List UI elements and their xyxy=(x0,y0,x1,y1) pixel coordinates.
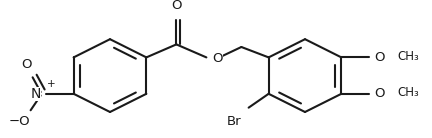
Text: N: N xyxy=(30,87,41,101)
Text: O: O xyxy=(213,52,223,65)
Text: CH₃: CH₃ xyxy=(397,50,419,63)
Text: O: O xyxy=(375,51,385,64)
Text: O: O xyxy=(21,58,32,71)
Text: +: + xyxy=(47,79,55,89)
Text: O: O xyxy=(375,87,385,100)
Text: Br: Br xyxy=(227,115,241,128)
Text: CH₃: CH₃ xyxy=(397,86,419,99)
Text: −O: −O xyxy=(9,115,30,128)
Text: O: O xyxy=(171,0,181,12)
